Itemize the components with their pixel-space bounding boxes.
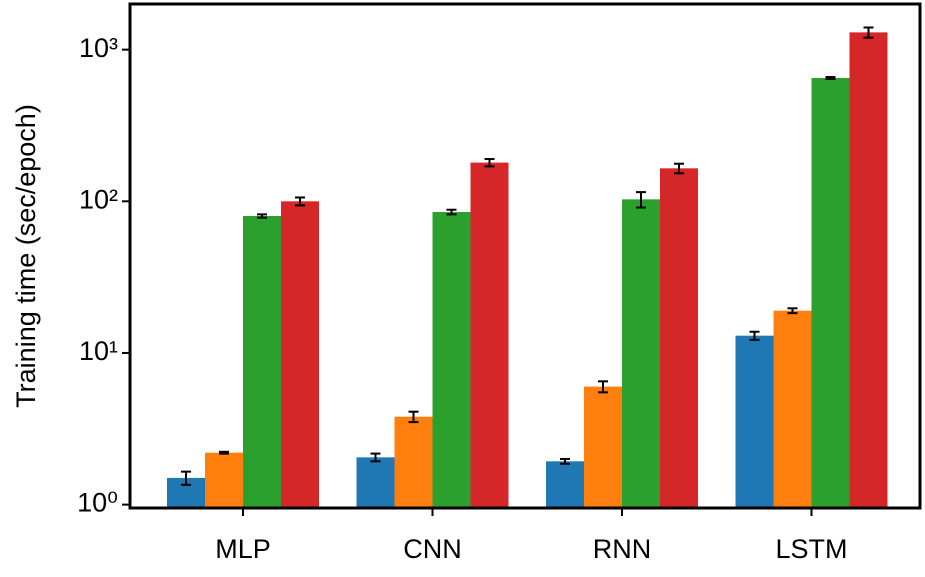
bar — [735, 335, 774, 508]
bar — [205, 452, 243, 508]
bar — [584, 386, 622, 508]
error-bar — [446, 208, 457, 216]
error-bar — [863, 26, 874, 39]
error-bar — [825, 76, 836, 81]
error-bar — [674, 162, 684, 175]
error-bar — [598, 380, 608, 394]
error-bar — [560, 457, 570, 465]
bar — [281, 201, 319, 508]
y-tick-label: 10³ — [79, 33, 118, 63]
bar — [470, 162, 509, 509]
error-bar — [181, 470, 191, 486]
error-bar — [749, 330, 760, 341]
bar — [811, 78, 850, 508]
x-tick-label: MLP — [215, 534, 271, 564]
bar — [773, 310, 812, 508]
bar — [356, 457, 395, 508]
error-bar — [636, 191, 646, 209]
x-tick-label: CNN — [403, 534, 462, 564]
y-tick-label: 10¹ — [79, 336, 118, 366]
y-tick-label: 10² — [79, 184, 118, 214]
error-bar — [295, 196, 305, 207]
error-bar — [484, 158, 495, 168]
x-tick-label: LSTM — [775, 534, 847, 564]
bar — [622, 199, 660, 508]
error-bar — [408, 410, 419, 424]
error-bar — [787, 307, 798, 315]
bar — [432, 212, 471, 509]
x-tick-label: RNN — [593, 534, 652, 564]
y-tick-label: 10⁰ — [77, 488, 118, 518]
error-bar — [219, 450, 229, 455]
bar — [849, 32, 888, 508]
error-bar — [257, 213, 267, 219]
bar — [243, 216, 281, 508]
error-bar — [370, 452, 381, 463]
plot-frame — [128, 2, 922, 510]
bar — [660, 168, 698, 508]
bar — [546, 461, 584, 508]
y-axis-label: Training time (sec/epoch) — [11, 104, 41, 408]
bar — [394, 416, 433, 508]
